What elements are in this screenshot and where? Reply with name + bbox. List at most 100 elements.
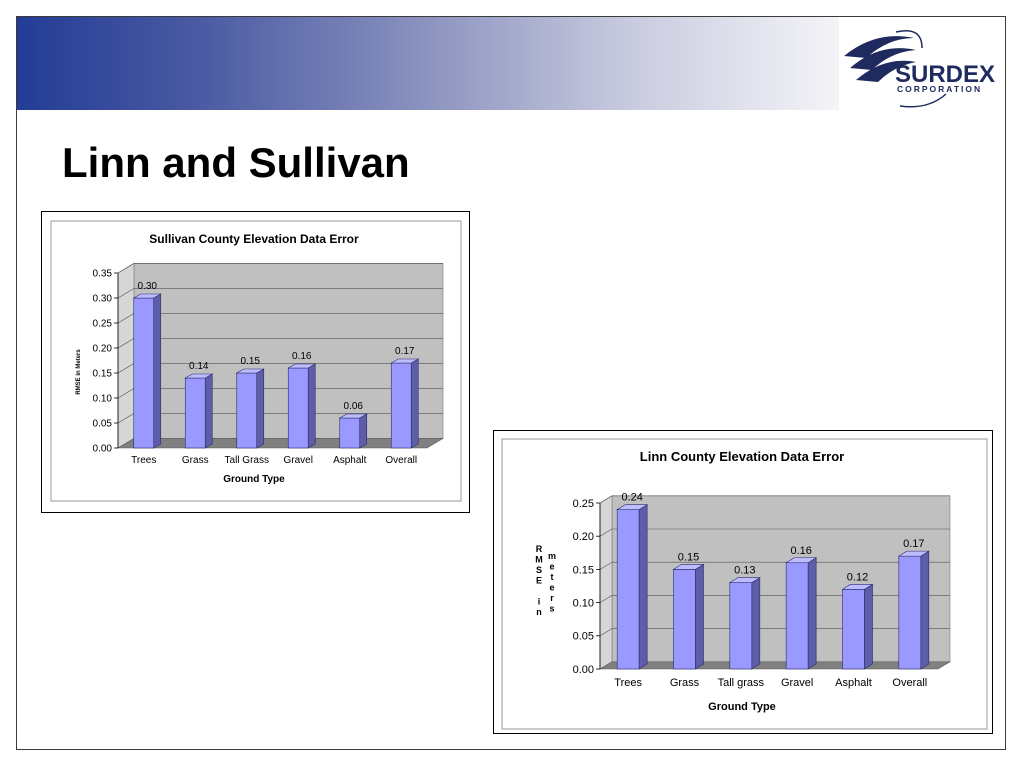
page-title: Linn and Sullivan [62, 139, 410, 186]
linn-chart: 0.00 0.05 0.10 0.15 0.20 0.25 0.24 Trees 0.15 Gra… [493, 430, 993, 734]
x-tick-label: Asphalt [333, 455, 367, 466]
bar [287, 367, 309, 449]
x-tick-label: Tall grass [718, 677, 765, 689]
data-label: 0.06 [344, 401, 364, 412]
bar-top [184, 373, 214, 379]
bar [236, 372, 258, 449]
y-axis-title-char: E [536, 576, 542, 586]
bar-side [359, 413, 368, 449]
bar-side [695, 563, 704, 670]
bar-top [338, 413, 368, 419]
y-tick-label: 0.25 [573, 498, 594, 510]
y-axis-title-char: i [538, 597, 541, 607]
plot-side-wall [599, 495, 613, 670]
bar [133, 297, 155, 449]
bar [729, 582, 753, 670]
gridline-side [599, 528, 613, 537]
data-label: 0.16 [790, 545, 811, 557]
y-tick-label: 0.05 [573, 631, 594, 643]
bar [390, 362, 412, 449]
bar-top [841, 584, 874, 590]
bar-side [153, 293, 162, 449]
bar [184, 377, 206, 449]
bar [339, 417, 361, 449]
bar-top [728, 577, 761, 583]
bar-top [132, 293, 162, 299]
gridline-side [117, 313, 135, 324]
x-tick-label: Tall Grass [225, 455, 269, 466]
data-label: 0.14 [189, 361, 209, 372]
x-tick-label: Grass [182, 455, 209, 466]
chart-title: Linn County Elevation Data Error [640, 449, 844, 464]
y-tick-label: 0.15 [93, 369, 113, 380]
gridline-side [599, 595, 613, 603]
chart-title: Sullivan County Elevation Data Error [149, 232, 359, 246]
logo-name: SURDEX [895, 61, 996, 88]
bar-top [616, 504, 649, 510]
y-axis-title-char [538, 586, 541, 596]
gridline-side [599, 628, 613, 637]
y-axis-title-char: e [549, 583, 554, 593]
bar-top [672, 564, 705, 570]
surdex-swoosh-icon [844, 30, 947, 108]
x-tick-label: Overall [385, 455, 417, 466]
y-tick-label: 0.35 [93, 269, 113, 280]
x-tick-label: Asphalt [835, 677, 872, 689]
y-axis-title-char: e [549, 562, 554, 572]
gridline-side [117, 363, 135, 374]
data-label: 0.15 [678, 551, 699, 563]
chart-frame [501, 438, 988, 730]
y-axis-title-char: s [549, 604, 554, 614]
gridline-side [599, 495, 613, 504]
y-axis-title-char: S [536, 565, 542, 575]
bar-side [410, 358, 419, 449]
data-label: 0.24 [621, 492, 642, 504]
y-axis-title-char: M [535, 555, 543, 565]
plot-back-wall [611, 495, 951, 663]
gridline-side [117, 338, 135, 349]
y-axis-title-char: R [536, 544, 543, 554]
y-tick-label: 0.00 [573, 664, 594, 676]
data-label: 0.15 [241, 356, 261, 367]
y-tick-label: 0.10 [573, 597, 594, 609]
x-tick-label: Trees [614, 677, 642, 689]
gridline-side [117, 288, 135, 299]
gridline-side [599, 561, 613, 570]
y-tick-label: 0.00 [93, 444, 113, 455]
y-tick-label: 0.25 [93, 319, 113, 330]
data-label: 0.30 [138, 281, 158, 292]
logo-subtitle: CORPORATION [897, 84, 983, 94]
x-tick-label: Overall [892, 677, 927, 689]
bar-side [204, 373, 213, 449]
sullivan-chart-svg: 0.00 0.05 0.10 0.15 0.20 0.25 0.30 0.35 0.30 Tree… [50, 220, 462, 502]
bar-side [307, 363, 316, 449]
chart-frame [50, 220, 462, 502]
gridline-side [117, 388, 135, 399]
y-axis-title-char: r [550, 593, 554, 603]
bar [673, 569, 696, 670]
header-banner [17, 17, 839, 110]
bar-top [390, 358, 420, 364]
plot-side-wall [117, 262, 135, 449]
bar-top [235, 368, 265, 374]
linn-chart-svg: 0.00 0.05 0.10 0.15 0.20 0.25 0.24 Trees 0.15 Gra… [501, 438, 988, 730]
bar-top [897, 550, 930, 557]
x-axis-title: Ground Type [708, 701, 776, 713]
bar-top [287, 363, 317, 369]
data-label: 0.13 [734, 565, 755, 577]
y-tick-label: 0.05 [93, 419, 113, 430]
bar-side [807, 557, 817, 670]
bar-side [638, 504, 648, 670]
sullivan-chart: 0.00 0.05 0.10 0.15 0.20 0.25 0.30 0.35 0.30 Tree… [41, 211, 470, 513]
gridline-side [117, 263, 135, 274]
y-tick-label: 0.20 [93, 344, 113, 355]
bar-side [751, 577, 761, 670]
data-label: 0.12 [847, 571, 868, 583]
bar [898, 555, 922, 670]
x-tick-label: Grass [670, 677, 700, 689]
y-tick-label: 0.20 [573, 531, 594, 543]
y-tick-label: 0.15 [573, 564, 594, 576]
bar-top [785, 557, 818, 564]
